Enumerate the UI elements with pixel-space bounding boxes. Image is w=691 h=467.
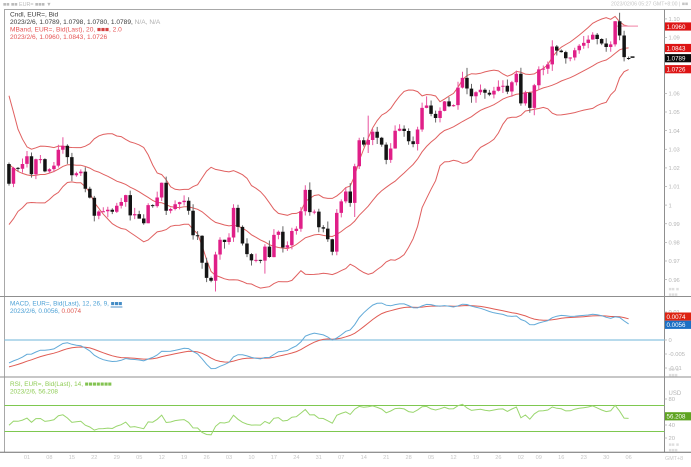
svg-text:1.01: 1.01 (669, 185, 680, 191)
svg-text:2023/2/6, 56.208: 2023/2/6, 56.208 (10, 389, 58, 396)
svg-text:0.96: 0.96 (669, 278, 680, 284)
svg-text:Cndl, EUR=, Bid: Cndl, EUR=, Bid (10, 12, 59, 19)
svg-text:2023/02/06 05:27 GMT+8:00 | ■■: 2023/02/06 05:27 GMT+8:00 | ■■ (611, 2, 688, 8)
svg-text:1.02: 1.02 (669, 166, 680, 172)
svg-text:19: 19 (473, 455, 479, 461)
svg-text:0.97: 0.97 (669, 259, 680, 265)
svg-text:1.0726: 1.0726 (667, 67, 686, 74)
svg-text:USD: USD (669, 391, 682, 397)
svg-text:05: 05 (428, 455, 434, 461)
svg-text:0.99: 0.99 (669, 222, 680, 228)
svg-text:05: 05 (136, 455, 142, 461)
svg-text:■■■: ■■■ (669, 292, 678, 298)
svg-text:28: 28 (405, 455, 411, 461)
svg-text:19: 19 (181, 455, 187, 461)
svg-text:21: 21 (383, 455, 389, 461)
svg-text:12: 12 (159, 455, 165, 461)
svg-text:12: 12 (450, 455, 456, 461)
svg-text:29: 29 (114, 455, 120, 461)
svg-text:1: 1 (669, 203, 672, 209)
svg-text:-0.005: -0.005 (669, 352, 685, 358)
svg-text:1.09: 1.09 (669, 36, 680, 42)
svg-text:RSI, EUR=, Bid(Last), 14, ■■■■: RSI, EUR=, Bid(Last), 14, ■■■■■■■ (10, 381, 112, 388)
svg-text:80: 80 (669, 397, 675, 403)
svg-text:0.0074: 0.0074 (667, 314, 686, 321)
svg-text:1.10: 1.10 (669, 17, 680, 23)
svg-text:15: 15 (69, 455, 75, 461)
svg-text:09: 09 (536, 455, 542, 461)
svg-text:03: 03 (226, 455, 232, 461)
svg-text:■■ ■: ■■ ■ (669, 442, 679, 448)
svg-text:2023/2/6, 1.0960, 1.0843, 1.07: 2023/2/6, 1.0960, 1.0843, 1.0726 (10, 34, 107, 41)
svg-text:GMT+8: GMT+8 (665, 456, 683, 462)
svg-text:22: 22 (91, 455, 97, 461)
svg-text:24: 24 (293, 455, 299, 461)
svg-text:20: 20 (669, 436, 675, 442)
svg-text:31: 31 (316, 455, 322, 461)
svg-text:08: 08 (46, 455, 52, 461)
svg-text:■■■: ■■■ (669, 447, 678, 453)
svg-text:17: 17 (271, 455, 277, 461)
svg-text:0.98: 0.98 (669, 241, 680, 247)
svg-text:0.0056: 0.0056 (667, 322, 686, 329)
svg-text:23: 23 (581, 455, 587, 461)
svg-text:1.03: 1.03 (669, 148, 680, 154)
svg-text:1.06: 1.06 (669, 92, 680, 98)
svg-text:40: 40 (669, 423, 675, 429)
svg-text:06: 06 (625, 455, 631, 461)
svg-text:MBand, EUR=, Bid(Last), 20,: MBand, EUR=, Bid(Last), 20, ■■■, 2.0 (10, 27, 122, 34)
svg-text:■■ ■: ■■ ■ (669, 287, 679, 293)
svg-text:■■■: ■■■ (669, 372, 678, 378)
svg-text:1.05: 1.05 (669, 110, 680, 116)
svg-text:14: 14 (361, 455, 367, 461)
svg-text:26: 26 (495, 455, 501, 461)
svg-text:56.208: 56.208 (667, 414, 686, 421)
svg-text:MACD, EUR=, Bid(Last), 12, 26,: MACD, EUR=, Bid(Last), 12, 26, 9, ■■■ (10, 301, 122, 308)
svg-text:1.0789: 1.0789 (667, 56, 686, 63)
svg-text:01: 01 (24, 455, 30, 461)
svg-text:0: 0 (669, 338, 672, 344)
svg-text:16: 16 (558, 455, 564, 461)
svg-text:10: 10 (248, 455, 254, 461)
svg-text:1.0843: 1.0843 (667, 45, 686, 52)
svg-text:07: 07 (338, 455, 344, 461)
svg-text:1.04: 1.04 (669, 129, 681, 135)
svg-text:■■ ■: ■■ ■ (669, 367, 679, 373)
svg-text:26: 26 (203, 455, 209, 461)
svg-text:-0.01: -0.01 (669, 366, 682, 372)
svg-text:2023/2/6, 0.0056, 0.0074: 2023/2/6, 0.0056, 0.0074 (10, 308, 82, 315)
svg-text:30: 30 (603, 455, 609, 461)
svg-text:2023/2/6, 1.0789, 1.0798, 1.07: 2023/2/6, 1.0789, 1.0798, 1.0780, 1.0789… (10, 19, 161, 26)
svg-text:■■ ■■ EUR= ■■■ ▼: ■■ ■■ EUR= ■■■ ▼ (3, 2, 52, 8)
svg-text:02: 02 (518, 455, 524, 461)
svg-text:1.0960: 1.0960 (667, 24, 686, 31)
